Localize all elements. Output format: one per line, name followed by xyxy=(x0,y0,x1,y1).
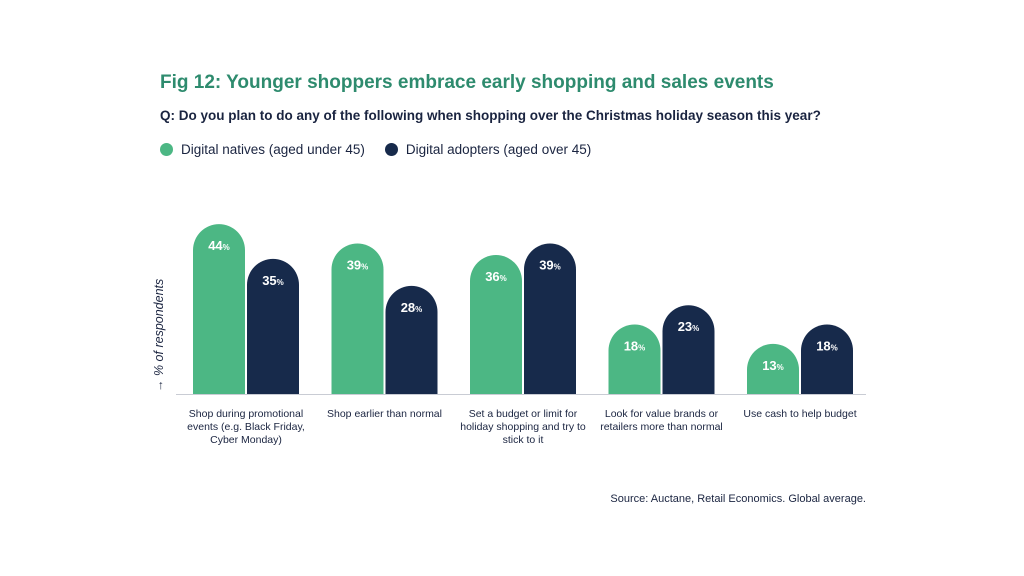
data-label-digital-adopters-1: 28% xyxy=(401,300,423,315)
bar-digital-adopters-0 xyxy=(247,258,299,394)
data-label-digital-natives-1: 39% xyxy=(347,257,369,272)
legend-label-digital-natives: Digital natives (aged under 45) xyxy=(181,142,365,157)
legend-item-digital-adopters: Digital adopters (aged over 45) xyxy=(384,142,592,157)
legend-dot-digital-adopters xyxy=(384,143,398,156)
bar-digital-natives-4 xyxy=(747,343,799,394)
data-label-digital-adopters-2: 39% xyxy=(539,257,561,272)
data-label-digital-natives-2: 36% xyxy=(485,269,507,284)
category-label-4: Use cash to help budget xyxy=(743,408,857,420)
bar-digital-adopters-3 xyxy=(662,305,715,394)
data-label-digital-adopters-0: 35% xyxy=(262,273,284,288)
data-label-digital-adopters-4: 18% xyxy=(816,339,838,354)
bar-digital-natives-2 xyxy=(470,255,522,394)
category-label-3: Look for value brands or retailers more … xyxy=(600,408,723,433)
source-note: Source: Auctane, Retail Economics. Globa… xyxy=(610,493,866,505)
legend-item-digital-natives: Digital natives (aged under 45) xyxy=(160,142,365,157)
legend: Digital natives (aged under 45) Digital … xyxy=(160,142,611,157)
chart-title: Fig 12: Younger shoppers embrace early s… xyxy=(160,72,774,93)
bar-digital-natives-1 xyxy=(331,243,384,394)
legend-dot-digital-natives xyxy=(160,143,173,156)
category-label-0: Shop during promotional events (e.g. Bla… xyxy=(187,408,305,446)
bar-digital-adopters-4 xyxy=(801,324,853,394)
data-label-digital-adopters-3: 23% xyxy=(678,319,700,334)
data-label-digital-natives-0: 44% xyxy=(208,238,230,253)
data-label-digital-natives-4: 13% xyxy=(762,358,784,373)
bar-digital-adopters-2 xyxy=(524,243,576,394)
category-label-2: Set a budget or limit for holiday shoppi… xyxy=(460,408,586,446)
bar-digital-adopters-1 xyxy=(385,285,438,394)
data-label-digital-natives-3: 18% xyxy=(624,339,646,354)
bar-digital-natives-3 xyxy=(608,324,661,394)
bar-digital-natives-0 xyxy=(193,224,245,394)
chart-subtitle: Q: Do you plan to do any of the followin… xyxy=(160,108,821,123)
category-label-1: Shop earlier than normal xyxy=(327,408,442,420)
legend-label-digital-adopters: Digital adopters (aged over 45) xyxy=(405,142,592,157)
